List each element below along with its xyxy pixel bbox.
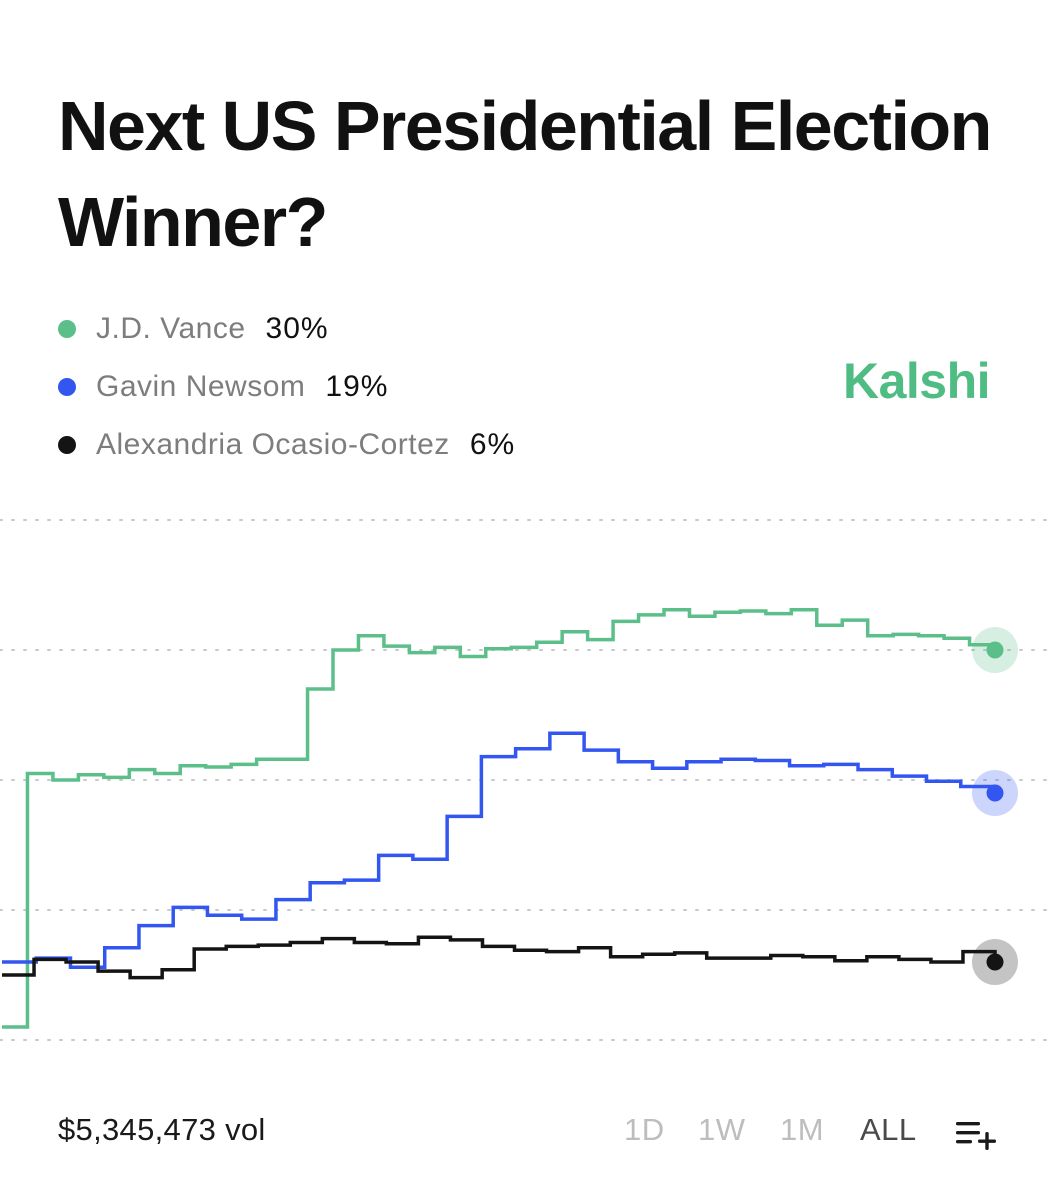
list-add-icon[interactable] [956, 1120, 998, 1150]
range-all-button[interactable]: ALL [860, 1112, 917, 1147]
legend-item-newsom: Gavin Newsom 19% [58, 358, 515, 416]
kalshi-logo: Kalshi [843, 353, 991, 409]
range-1w-button[interactable]: 1W [698, 1112, 746, 1147]
legend-dot-icon [58, 320, 76, 338]
range-1m-button[interactable]: 1M [780, 1112, 825, 1147]
series-line-0 [2, 607, 997, 1029]
page-title: Next US Presidential Election Winner? [58, 87, 992, 261]
range-selector: 1D 1W 1M ALL [0, 1112, 1053, 1156]
legend-item-ocasio-cortez: Alexandria Ocasio-Cortez 6% [58, 416, 515, 474]
price-chart [0, 519, 1053, 1041]
series-end-point [986, 641, 1004, 659]
legend-name: J.D. Vance [96, 312, 246, 345]
series-end-point [986, 784, 1004, 802]
chart-legend: J.D. Vance 30% Gavin Newsom 19% Alexandr… [58, 300, 515, 474]
series-line-1 [2, 731, 997, 969]
series-line-2 [2, 935, 997, 980]
legend-percent: 30% [265, 312, 329, 345]
legend-name: Gavin Newsom [96, 370, 306, 403]
legend-item-vance: J.D. Vance 30% [58, 300, 515, 358]
legend-dot-icon [58, 436, 76, 454]
series-end-point [986, 953, 1004, 971]
legend-dot-icon [58, 378, 76, 396]
legend-name: Alexandria Ocasio-Cortez [96, 428, 450, 461]
legend-percent: 19% [325, 370, 389, 403]
range-1d-button[interactable]: 1D [624, 1112, 665, 1147]
volume-label: $5,345,473 vol [58, 1112, 266, 1147]
legend-percent: 6% [469, 428, 516, 461]
